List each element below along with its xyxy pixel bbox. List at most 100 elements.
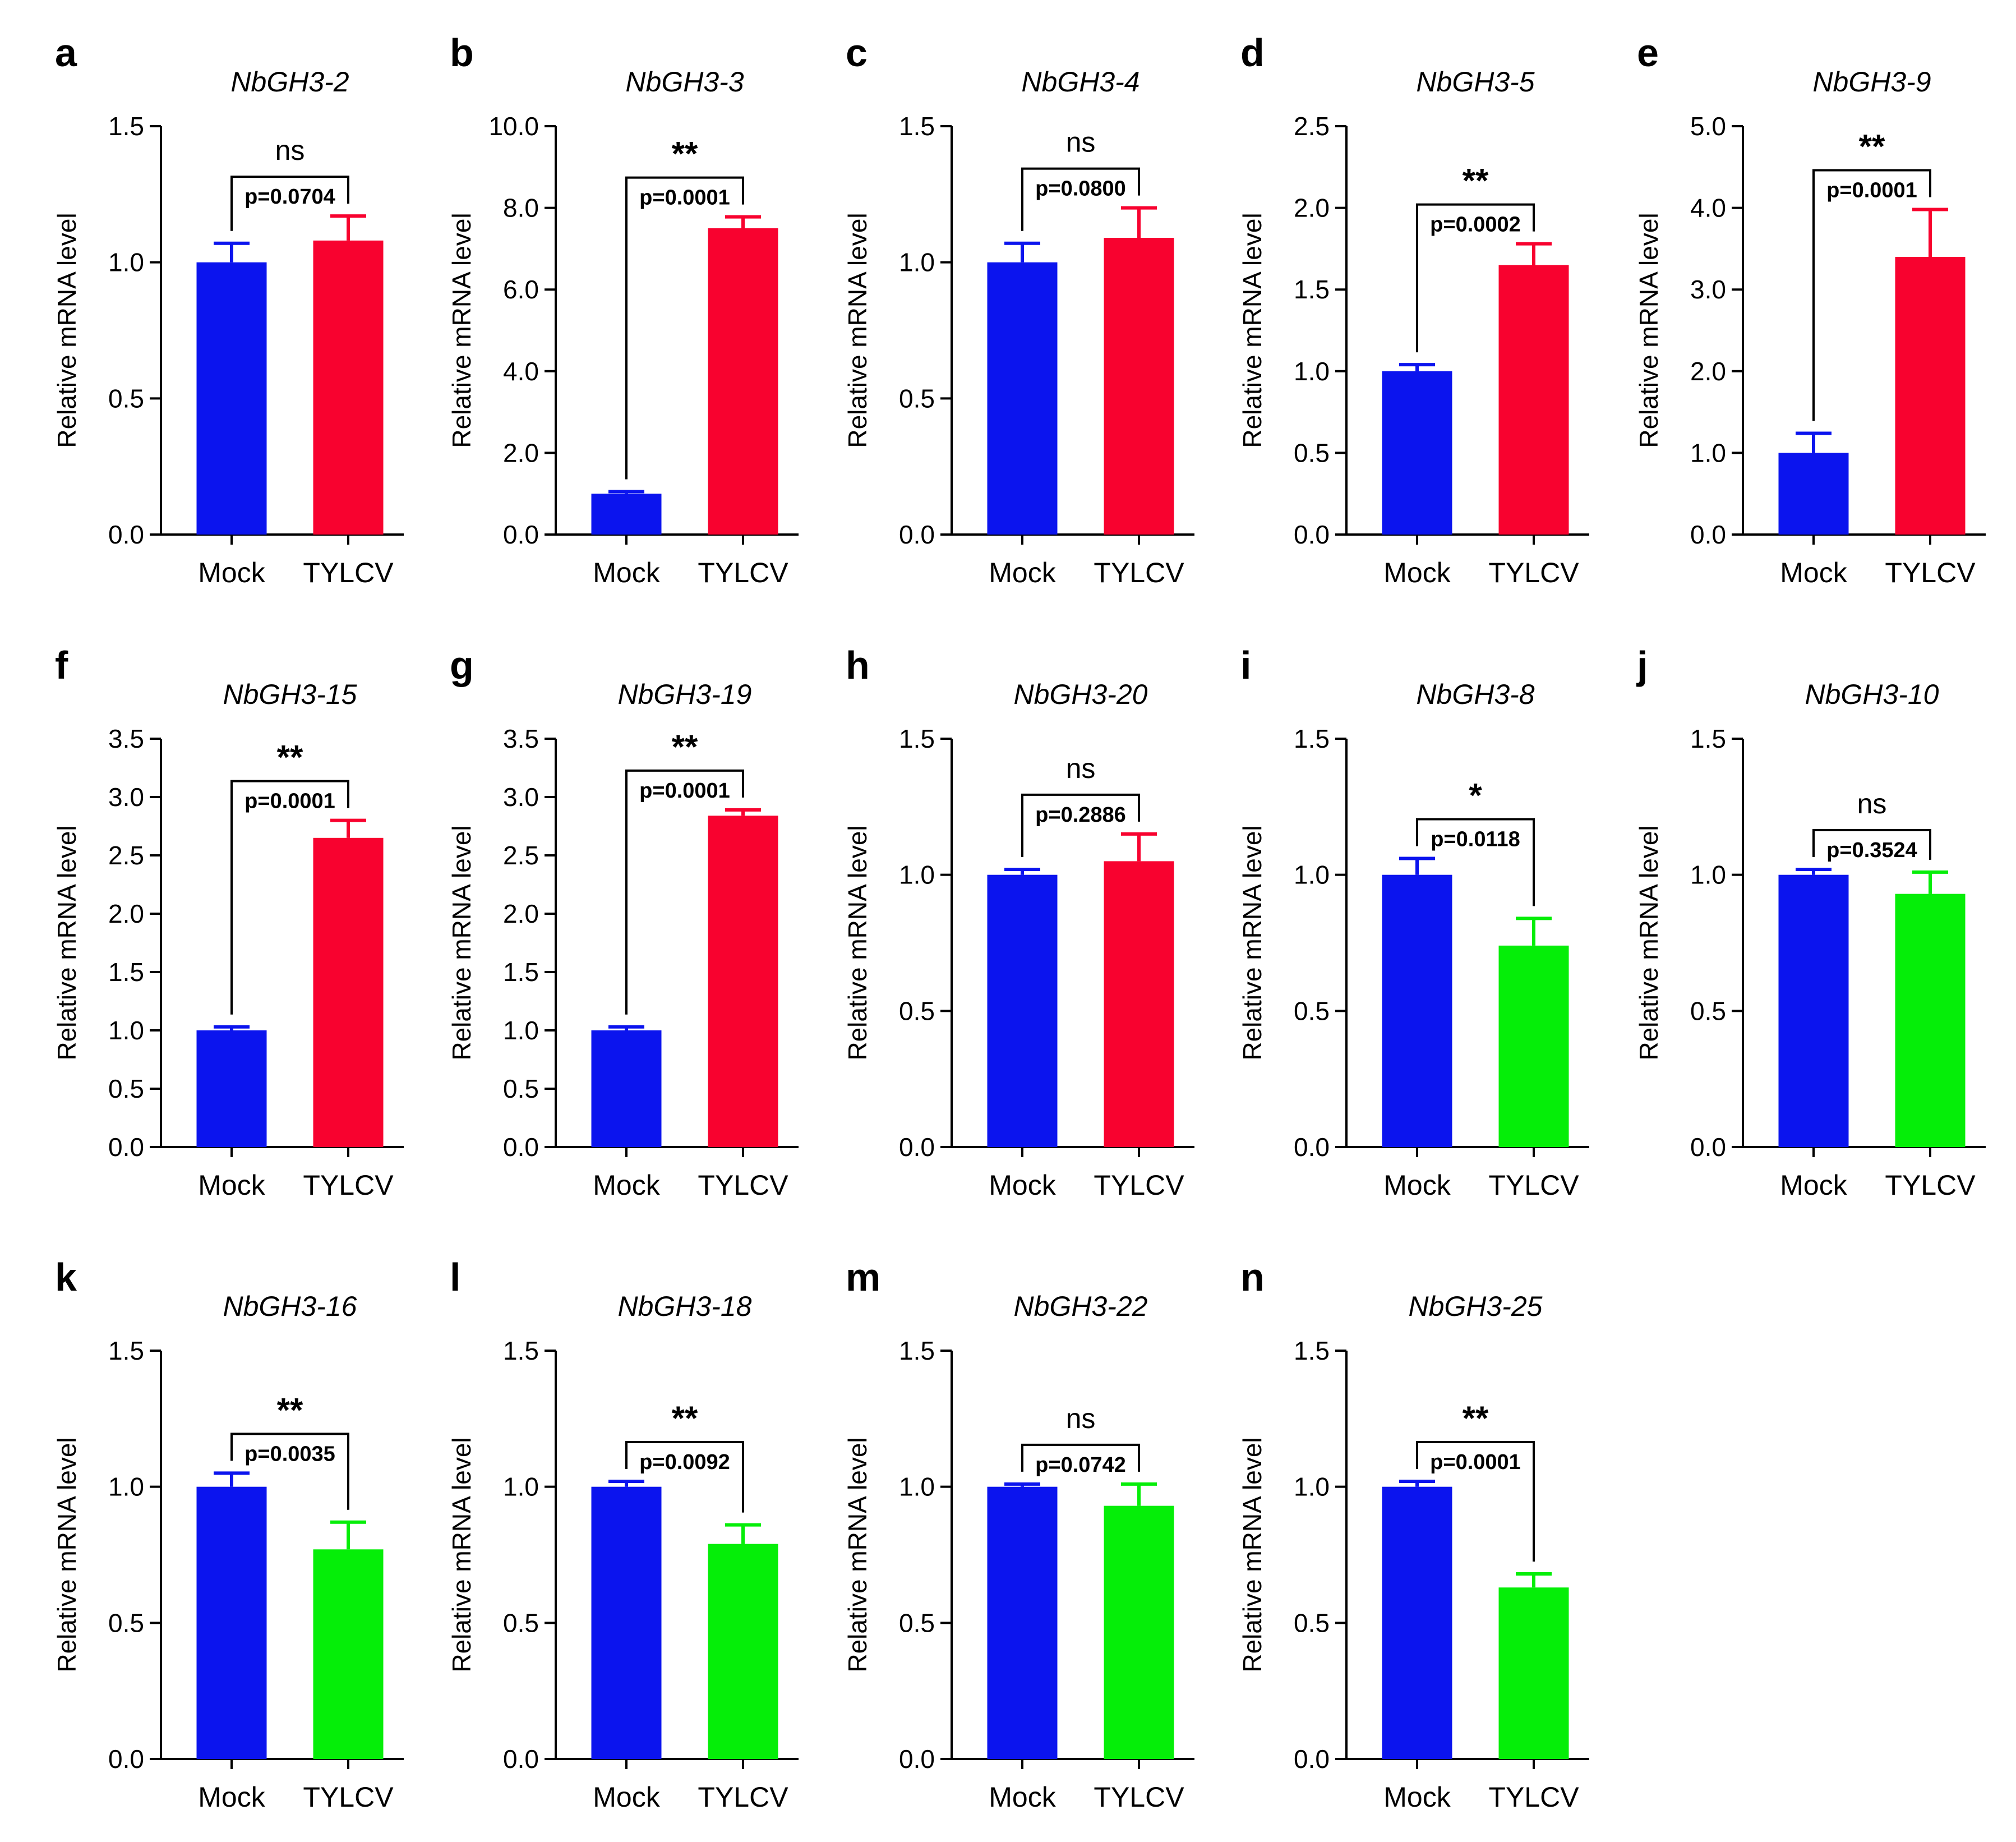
y-tick-label: 2.5 xyxy=(1294,112,1330,141)
x-category-label: Mock xyxy=(989,1781,1056,1813)
y-tick-label: 3.5 xyxy=(108,724,144,753)
x-category-label: TYLCV xyxy=(303,1169,394,1201)
y-axis-title: Relative mRNA level xyxy=(1634,825,1663,1060)
gene-title: NbGH3-8 xyxy=(1416,679,1534,710)
bar-mock xyxy=(591,1486,662,1759)
panel-a: a NbGH3-2 0.0 0.5 1.0 1.5 Relative mRNA level M… xyxy=(52,31,404,588)
panel-letter: f xyxy=(55,643,68,687)
y-axis-title: Relative mRNA level xyxy=(1238,825,1267,1060)
y-tick-label: 1.0 xyxy=(108,1472,144,1502)
y-tick-label: 0.5 xyxy=(1294,1608,1330,1637)
significance-label: ns xyxy=(1857,788,1887,819)
bar-mock xyxy=(987,262,1058,535)
p-value-label: p=0.0035 xyxy=(244,1442,335,1466)
panel-g: g NbGH3-19 0.0 0.5 1.0 1.5 2.0 2.5 3.0 3.5 Relativ… xyxy=(447,643,799,1201)
bar-mock xyxy=(1778,874,1849,1147)
bar-tylcv xyxy=(1104,861,1174,1147)
y-axis-title: Relative mRNA level xyxy=(1634,213,1663,448)
significance-label: ** xyxy=(672,728,698,766)
x-category-label: Mock xyxy=(198,1781,265,1813)
gene-title: NbGH3-25 xyxy=(1409,1291,1543,1322)
y-tick-label: 0.0 xyxy=(108,520,144,549)
x-category-label: Mock xyxy=(1780,557,1847,588)
x-category-label: TYLCV xyxy=(1094,557,1184,588)
significance-bracket xyxy=(1021,793,1140,857)
significance-label: ** xyxy=(672,135,698,173)
gene-title: NbGH3-10 xyxy=(1805,679,1939,710)
panel-d: d NbGH3-5 0.0 0.5 1.0 1.5 2.0 2.5 Relative mRNA … xyxy=(1238,31,1589,588)
y-tick-label: 0.5 xyxy=(899,384,935,413)
y-axis-title: Relative mRNA level xyxy=(52,825,81,1060)
y-tick-label: 0.0 xyxy=(1294,1132,1330,1162)
x-category-label: TYLCV xyxy=(1885,1169,1976,1201)
bar-tylcv xyxy=(1104,1505,1174,1759)
x-category-label: TYLCV xyxy=(1885,557,1976,588)
gene-title: NbGH3-9 xyxy=(1812,66,1931,98)
significance-bracket xyxy=(1812,828,1931,860)
y-tick-label: 6.0 xyxy=(503,275,539,304)
y-axis-title: Relative mRNA level xyxy=(843,213,872,448)
panel-letter: d xyxy=(1240,31,1265,75)
gene-title: NbGH3-5 xyxy=(1416,66,1534,98)
p-value-label: p=0.0092 xyxy=(639,1450,730,1474)
significance-bracket xyxy=(1416,203,1535,353)
bar-mock xyxy=(196,262,267,535)
panel-letter: c xyxy=(846,31,868,75)
bar-tylcv xyxy=(313,1549,384,1759)
panel-letter: g xyxy=(450,643,474,687)
y-axis-title: Relative mRNA level xyxy=(843,825,872,1060)
gene-title: NbGH3-3 xyxy=(625,66,744,98)
y-tick-label: 1.5 xyxy=(899,724,935,753)
bar-tylcv xyxy=(1498,1587,1569,1759)
x-category-label: TYLCV xyxy=(698,1169,788,1201)
y-tick-label: 0.0 xyxy=(108,1744,144,1774)
p-value-label: p=0.0118 xyxy=(1431,828,1520,851)
x-category-label: TYLCV xyxy=(1488,1169,1579,1201)
y-tick-label: 4.0 xyxy=(503,357,539,386)
p-value-label: p=0.0742 xyxy=(1035,1453,1126,1477)
significance-label: ** xyxy=(1463,162,1489,200)
y-tick-label: 0.5 xyxy=(1690,996,1726,1025)
bar-mock xyxy=(1778,453,1849,535)
x-category-label: Mock xyxy=(593,1169,660,1201)
panel-letter: i xyxy=(1240,643,1251,687)
x-category-label: TYLCV xyxy=(303,557,394,588)
y-tick-label: 1.5 xyxy=(503,957,539,987)
y-tick-label: 1.0 xyxy=(1294,860,1330,890)
p-value-label: p=0.0001 xyxy=(639,779,730,803)
y-tick-label: 1.5 xyxy=(1294,1336,1330,1365)
bar-mock xyxy=(196,1030,267,1147)
y-tick-label: 2.0 xyxy=(503,438,539,467)
significance-label: ** xyxy=(277,1391,303,1429)
x-category-label: TYLCV xyxy=(1094,1169,1184,1201)
panel-e: e NbGH3-9 0.0 1.0 2.0 3.0 4.0 5.0 Relative mRNA … xyxy=(1634,31,1986,588)
x-category-label: TYLCV xyxy=(698,1781,788,1813)
x-category-label: TYLCV xyxy=(698,557,788,588)
y-tick-label: 0.0 xyxy=(503,1132,539,1162)
y-tick-label: 0.5 xyxy=(899,996,935,1025)
y-tick-label: 0.0 xyxy=(108,1132,144,1162)
significance-bracket xyxy=(625,176,744,480)
y-axis-title: Relative mRNA level xyxy=(1238,1437,1267,1672)
bar-tylcv xyxy=(708,228,778,535)
y-tick-label: 0.0 xyxy=(1690,520,1726,549)
y-axis-title: Relative mRNA level xyxy=(843,1437,872,1672)
x-category-label: TYLCV xyxy=(303,1781,394,1813)
y-tick-label: 3.0 xyxy=(1690,275,1726,304)
y-tick-label: 0.5 xyxy=(1294,996,1330,1025)
bar-mock xyxy=(987,1486,1058,1759)
y-axis-title: Relative mRNA level xyxy=(52,213,81,448)
panel-f: f NbGH3-15 0.0 0.5 1.0 1.5 2.0 2.5 3.0 3.5 Relativ… xyxy=(52,643,404,1201)
x-category-label: Mock xyxy=(198,1169,265,1201)
bar-mock xyxy=(1382,874,1452,1147)
bar-tylcv xyxy=(1498,945,1569,1147)
y-axis-title: Relative mRNA level xyxy=(1238,213,1267,448)
panel-k: k NbGH3-16 0.0 0.5 1.0 1.5 Relative mRNA level… xyxy=(52,1255,404,1813)
y-axis-title: Relative mRNA level xyxy=(52,1437,81,1672)
p-value-label: p=0.0001 xyxy=(244,790,335,813)
significance-label: ** xyxy=(1463,1399,1489,1437)
x-category-label: TYLCV xyxy=(1488,1781,1579,1813)
y-tick-label: 1.5 xyxy=(1690,724,1726,753)
y-tick-label: 1.0 xyxy=(503,1016,539,1045)
y-axis-title: Relative mRNA level xyxy=(447,213,476,448)
